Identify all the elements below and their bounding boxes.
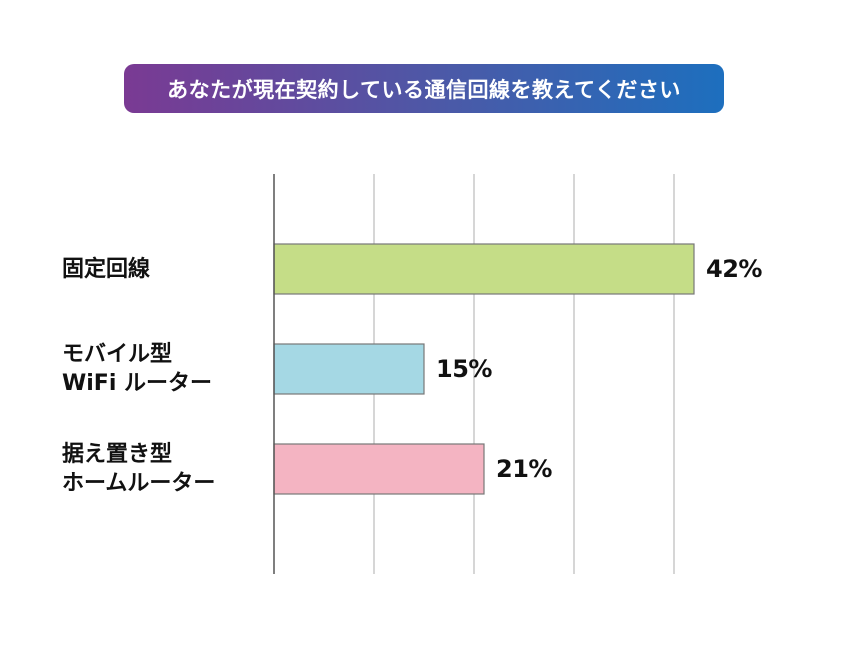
value-label-home-router: 21% (496, 455, 552, 483)
value-label-mobile-wifi-router: 15% (436, 355, 492, 383)
value-label-fixed-line: 42% (706, 255, 762, 283)
category-label-mobile-wifi-router: モバイル型 WiFi ルーター (62, 342, 213, 396)
chart-title: あなたが現在契約している通信回線を教えてください (124, 64, 724, 113)
bar-1 (273, 343, 425, 395)
bar-2 (273, 443, 485, 495)
category-label-fixed-line: 固定回線 (62, 256, 151, 282)
category-label-home-router: 据え置き型 ホームルーター (62, 442, 216, 496)
bar-0 (273, 243, 695, 295)
